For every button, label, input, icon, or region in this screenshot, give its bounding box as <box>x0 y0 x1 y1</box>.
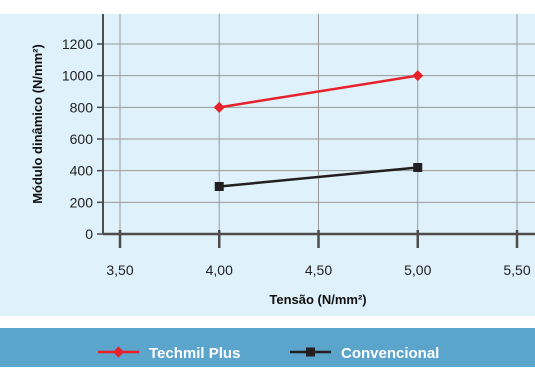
legend-label-convencional: Convencional <box>341 345 439 362</box>
series <box>213 70 424 191</box>
plot-area-background <box>0 14 535 316</box>
y-tick-label: 0 <box>85 226 93 242</box>
series-line-convencional <box>219 166 418 188</box>
y-tick-label: 200 <box>70 194 94 210</box>
x-tick-label: 3,50 <box>106 262 133 278</box>
x-tick-label: 5,00 <box>404 262 431 278</box>
data-point-techmil-plus <box>412 70 424 82</box>
data-point-convencional <box>214 182 224 191</box>
data-point-techmil-plus <box>213 101 225 113</box>
axes <box>97 14 535 248</box>
data-point-convencional <box>413 163 423 172</box>
y-tick-label: 400 <box>70 163 94 179</box>
x-tick-label: 4,00 <box>206 262 233 278</box>
y-tick-label: 800 <box>70 99 94 115</box>
y-tick-label: 1200 <box>62 36 93 52</box>
y-tick-label: 1000 <box>62 68 93 84</box>
legend-marker-techmil-plus <box>113 346 124 358</box>
legend-label-techmil-plus: Techmil Plus <box>149 345 240 362</box>
legend: Techmil Plus Convencional <box>98 345 439 362</box>
legend-background <box>0 328 535 367</box>
legend-marker-convencional <box>306 347 315 357</box>
tick-labels: 0 200 400 600 800 1000 1200 3,50 4,00 4,50 5,00 5,5… <box>62 36 531 278</box>
y-tick-label: 600 <box>70 131 94 147</box>
y-axis-label: Módulo dinâmico (N/mm²) <box>30 44 45 204</box>
x-axis-label: Tensão (N/mm²) <box>269 292 366 307</box>
series-line-techmil-plus <box>219 74 418 109</box>
x-tick-label: 5,50 <box>503 262 530 278</box>
x-tick-label: 4,50 <box>305 262 332 278</box>
grid <box>103 14 535 234</box>
